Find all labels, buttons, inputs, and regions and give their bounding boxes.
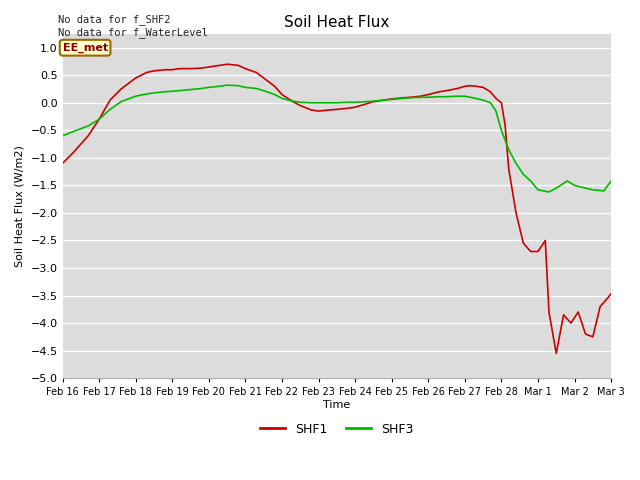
SHF3 (582, 185, 589, 191)
Line: SHF3: SHF3 (63, 85, 640, 192)
SHF3 (388, 96, 396, 102)
SHF3 (545, 189, 553, 195)
Line: SHF1: SHF1 (63, 64, 640, 353)
SHF1 (59, 160, 67, 166)
SHF1 (223, 61, 231, 67)
SHF3 (59, 133, 67, 139)
SHF3 (223, 82, 231, 88)
Legend: SHF1, SHF3: SHF1, SHF3 (255, 418, 419, 441)
SHF1 (351, 104, 359, 110)
SHF1 (161, 67, 169, 72)
Text: EE_met: EE_met (63, 43, 108, 53)
SHF1 (234, 62, 242, 68)
X-axis label: Time: Time (323, 400, 351, 410)
SHF3 (333, 100, 340, 106)
SHF1 (582, 331, 589, 337)
SHF3 (625, 174, 633, 180)
SHF1 (278, 92, 286, 97)
SHF3 (216, 84, 223, 89)
Y-axis label: Soil Heat Flux (W/m2): Soil Heat Flux (W/m2) (15, 145, 25, 267)
SHF3 (260, 88, 268, 94)
SHF1 (552, 350, 560, 356)
Text: No data for f_SHF2
No data for f_WaterLevel: No data for f_SHF2 No data for f_WaterLe… (58, 14, 207, 38)
SHF1 (435, 89, 443, 95)
Title: Soil Heat Flux: Soil Heat Flux (284, 15, 390, 30)
